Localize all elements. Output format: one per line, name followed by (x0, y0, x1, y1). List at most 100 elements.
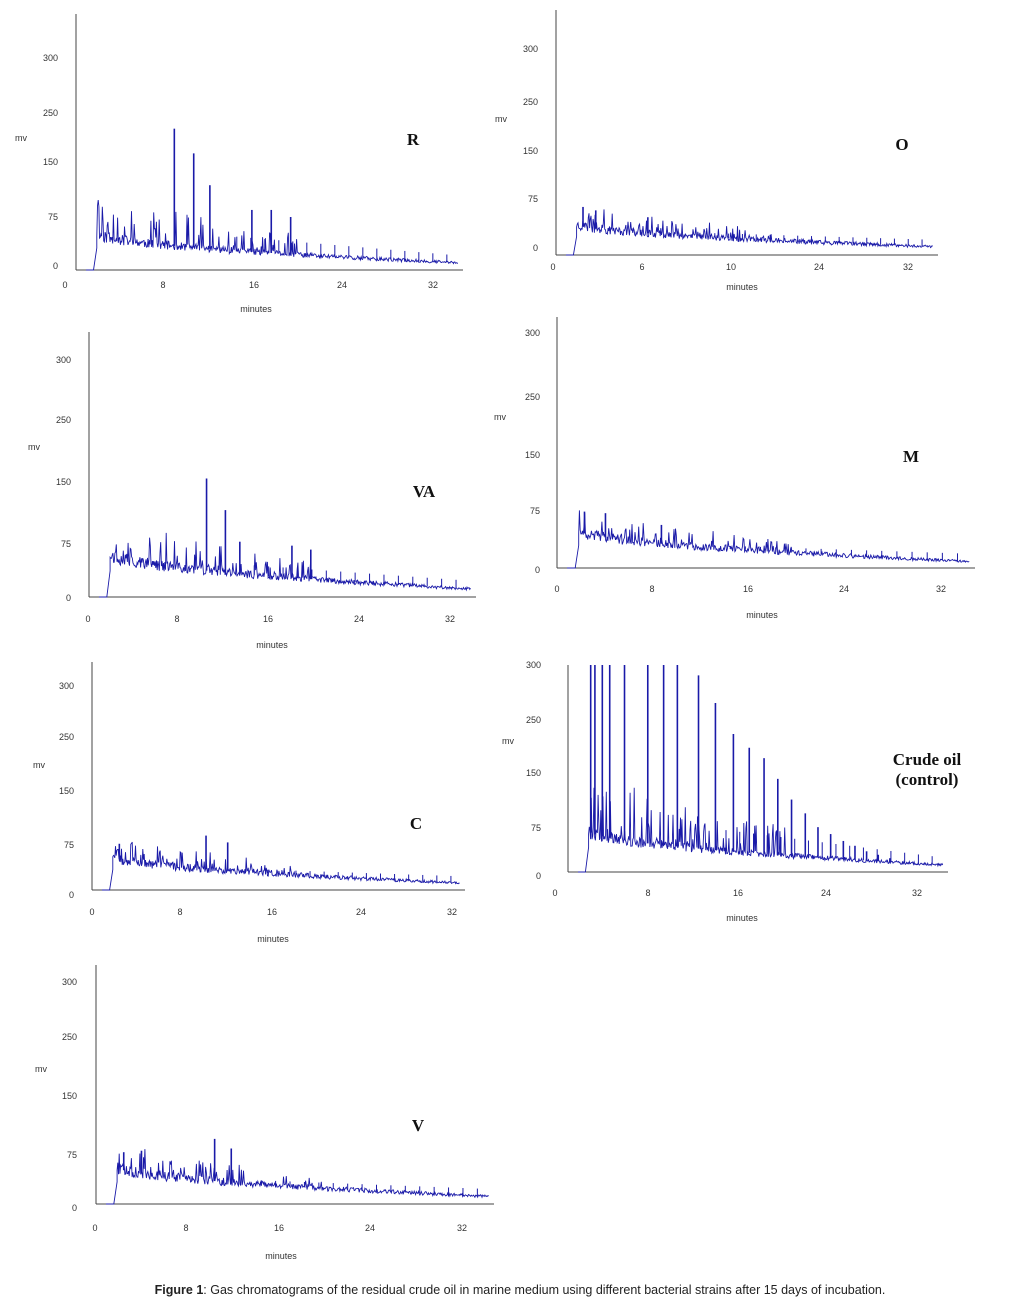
x-axis-title: minutes (265, 1251, 297, 1261)
y-tick-label: 300 (62, 977, 77, 987)
y-tick-label: 0 (536, 871, 541, 881)
y-tick-label: 150 (43, 157, 58, 167)
panel-o: 300 250 150 75 0 0 6 10 24 32 minutes mv O (495, 10, 938, 292)
x-axis-title: minutes (746, 610, 778, 620)
chromatogram-trace (106, 1149, 489, 1205)
x-tick-label: 0 (550, 262, 555, 272)
y-tick-label: 75 (530, 506, 540, 516)
y-tick-label: 0 (72, 1203, 77, 1213)
x-tick-label: 24 (337, 280, 347, 290)
y-tick-label: 75 (528, 194, 538, 204)
x-tick-label: 0 (552, 888, 557, 898)
x-tick-label: 16 (274, 1223, 284, 1233)
y-axis-title: mv (494, 412, 506, 422)
y-tick-label: 150 (56, 477, 71, 487)
chromatogram-trace (566, 209, 933, 256)
panel-label-r: R (407, 130, 420, 149)
panel-label-c: C (410, 814, 422, 833)
y-axis-title: mv (502, 736, 514, 746)
panel-m: 300 250 150 75 0 0 8 16 24 32 minutes mv M (494, 317, 975, 620)
x-tick-label: 16 (733, 888, 743, 898)
panel-va: 300 250 150 75 0 0 8 16 24 32 minutes mv VA (28, 332, 476, 650)
x-tick-label: 24 (365, 1223, 375, 1233)
y-tick-label: 75 (48, 212, 58, 222)
x-tick-label: 32 (457, 1223, 467, 1233)
y-tick-label: 75 (67, 1150, 77, 1160)
y-tick-label: 250 (59, 732, 74, 742)
y-tick-label: 0 (69, 890, 74, 900)
y-tick-label: 250 (525, 392, 540, 402)
x-tick-label: 32 (903, 262, 913, 272)
x-tick-label: 8 (174, 614, 179, 624)
x-tick-label: 10 (726, 262, 736, 272)
x-tick-label: 32 (428, 280, 438, 290)
y-axis-title: mv (33, 760, 45, 770)
x-tick-label: 0 (62, 280, 67, 290)
x-tick-label: 6 (639, 262, 644, 272)
x-tick-label: 0 (89, 907, 94, 917)
chromatogram-trace (86, 199, 458, 271)
y-tick-label: 75 (61, 539, 71, 549)
chromatogram-trace (567, 510, 970, 569)
y-tick-label: 150 (523, 146, 538, 156)
y-tick-label: 300 (526, 660, 541, 670)
y-tick-label: 300 (43, 53, 58, 63)
y-tick-label: 150 (526, 768, 541, 778)
x-tick-label: 8 (177, 907, 182, 917)
x-tick-label: 32 (912, 888, 922, 898)
x-axis-title: minutes (257, 934, 289, 944)
chromatogram-trace (102, 841, 460, 891)
y-tick-label: 150 (525, 450, 540, 460)
x-axis-title: minutes (726, 913, 758, 923)
y-tick-label: 250 (56, 415, 71, 425)
x-tick-label: 8 (645, 888, 650, 898)
y-tick-label: 250 (43, 108, 58, 118)
panel-label-o: O (895, 135, 908, 154)
x-tick-label: 24 (821, 888, 831, 898)
y-tick-label: 300 (523, 44, 538, 54)
y-tick-label: 0 (53, 261, 58, 271)
x-tick-label: 8 (160, 280, 165, 290)
caption-prefix: Figure 1 (154, 1283, 204, 1297)
y-tick-label: 300 (525, 328, 540, 338)
x-tick-label: 16 (267, 907, 277, 917)
y-tick-label: 250 (62, 1032, 77, 1042)
y-axis-title: mv (35, 1064, 47, 1074)
y-tick-label: 300 (59, 681, 74, 691)
x-tick-label: 24 (354, 614, 364, 624)
y-tick-label: 75 (64, 840, 74, 850)
panel-c: 300 250 150 75 0 0 8 16 24 32 minutes mv C (33, 662, 465, 944)
figure-caption: Figure 1: Gas chromatograms of the resid… (0, 1283, 1029, 1297)
panel-label-m: M (903, 447, 919, 466)
x-tick-label: 24 (356, 907, 366, 917)
y-tick-label: 300 (56, 355, 71, 365)
y-tick-label: 0 (533, 243, 538, 253)
panel-label-va: VA (413, 482, 436, 501)
x-tick-label: 32 (445, 614, 455, 624)
y-axis-title: mv (495, 114, 507, 124)
x-tick-label: 16 (249, 280, 259, 290)
panel-v: 300 250 150 75 0 0 8 16 24 32 minutes mv V (35, 965, 494, 1261)
y-tick-label: 0 (535, 565, 540, 575)
y-tick-label: 150 (59, 786, 74, 796)
x-tick-label: 24 (839, 584, 849, 594)
x-axis-title: minutes (240, 304, 272, 314)
x-tick-label: 32 (936, 584, 946, 594)
x-tick-label: 8 (183, 1223, 188, 1233)
y-tick-label: 250 (523, 97, 538, 107)
x-tick-label: 16 (263, 614, 273, 624)
panel-label-v: V (412, 1116, 425, 1135)
y-tick-label: 250 (526, 715, 541, 725)
chromatogram-trace (99, 532, 471, 598)
x-tick-label: 0 (554, 584, 559, 594)
y-tick-label: 0 (66, 593, 71, 603)
panel-crude-oil-control: 300 250 150 75 0 0 8 16 24 32 minutes mv Crude oil (c… (502, 660, 962, 923)
x-tick-label: 32 (447, 907, 457, 917)
y-axis-title: mv (28, 442, 40, 452)
x-tick-label: 0 (92, 1223, 97, 1233)
x-tick-label: 16 (743, 584, 753, 594)
y-tick-label: 150 (62, 1091, 77, 1101)
panel-r: 300 250 150 75 00 8 16 24 32 minutes mv R (15, 14, 463, 314)
chromatogram-trace (578, 787, 944, 873)
